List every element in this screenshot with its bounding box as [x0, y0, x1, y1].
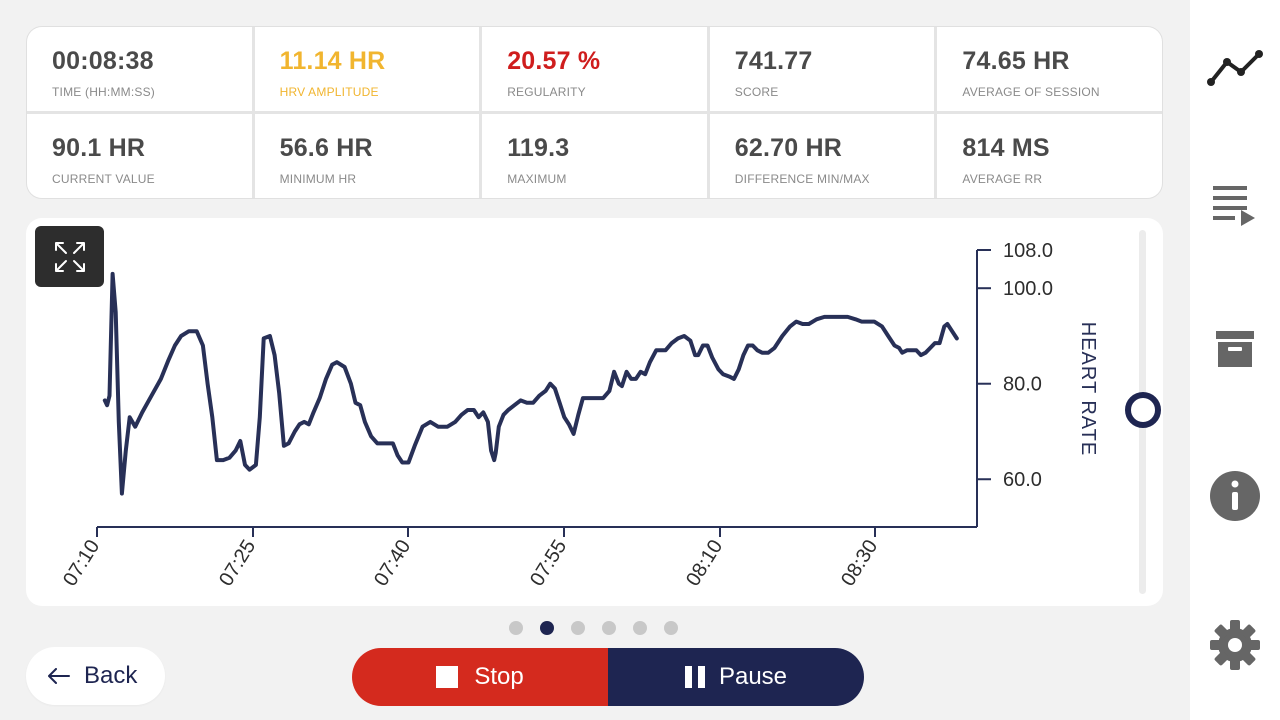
stat-value: 814 MS — [962, 134, 1050, 162]
expand-icon — [54, 241, 85, 272]
archive-icon[interactable] — [1190, 330, 1280, 368]
session-controls: Stop Pause — [352, 648, 864, 706]
stat-average-session: 74.65 HR AVERAGE OF SESSION — [937, 27, 1162, 111]
stat-value: 74.65 HR — [962, 47, 1070, 75]
stat-label: DIFFERENCE MIN/MAX — [734, 172, 870, 186]
line-chart-icon[interactable] — [1190, 48, 1280, 88]
stat-value: 741.77 — [734, 47, 813, 75]
y-tick-label: 100.0 — [1003, 278, 1053, 300]
page-dot[interactable] — [633, 621, 647, 635]
pause-label: Pause — [718, 663, 788, 690]
page-dot[interactable] — [602, 621, 616, 635]
y-tick-label: 60.0 — [1003, 469, 1042, 491]
stat-regularity: 20.57 % REGULARITY — [482, 27, 707, 111]
x-tick-label: 07:10 — [59, 536, 104, 590]
x-tick-label: 08:30 — [837, 536, 882, 590]
stat-label: HRV AMPLITUDE — [279, 85, 379, 99]
page-dot[interactable] — [571, 621, 585, 635]
settings-gear-icon[interactable] — [1190, 618, 1280, 672]
x-tick-label: 08:10 — [682, 536, 727, 590]
stat-value: 119.3 — [507, 134, 570, 162]
stat-value: 56.6 HR — [279, 134, 373, 162]
stat-hrv-amplitude: 11.14 HR HRV AMPLITUDE — [254, 27, 480, 111]
stat-score: 741.77 SCORE — [709, 27, 935, 111]
page-dot[interactable] — [540, 621, 554, 635]
arrow-left-icon — [48, 668, 70, 684]
right-sidebar — [1190, 0, 1280, 720]
stat-maximum: 119.3 MAXIMUM — [482, 114, 707, 198]
x-tick-label: 07:40 — [370, 536, 415, 590]
stat-value: 11.14 HR — [279, 47, 386, 75]
stat-label: REGULARITY — [507, 85, 586, 99]
stop-icon — [436, 666, 459, 688]
stat-current-value: 90.1 HR CURRENT VALUE — [27, 114, 252, 198]
stat-value: 90.1 HR — [52, 134, 146, 162]
y-axis-label: HEART RATE — [1077, 322, 1099, 456]
info-icon[interactable] — [1190, 470, 1280, 522]
stat-time: 00:08:38 TIME (HH:MM:SS) — [27, 27, 252, 111]
stat-label: CURRENT VALUE — [52, 172, 155, 186]
zoom-slider-handle[interactable] — [1125, 392, 1161, 428]
back-label: Back — [84, 662, 138, 689]
stats-panel: 00:08:38 TIME (HH:MM:SS) 11.14 HR HRV AM… — [26, 26, 1163, 199]
stat-label: AVERAGE RR — [962, 172, 1043, 186]
y-tick-label: 108.0 — [1003, 240, 1053, 262]
stat-label: TIME (HH:MM:SS) — [52, 85, 155, 99]
back-button[interactable]: Back — [26, 647, 165, 705]
stat-value: 00:08:38 — [52, 47, 154, 75]
stat-label: SCORE — [734, 85, 779, 99]
stat-minimum-hr: 56.6 HR MINIMUM HR — [254, 114, 480, 198]
stat-value: 62.70 HR — [734, 134, 843, 162]
stat-average-rr: 814 MS AVERAGE RR — [937, 114, 1162, 198]
playlist-icon[interactable] — [1190, 184, 1280, 230]
pause-button[interactable]: Pause — [608, 648, 864, 706]
pause-icon — [684, 666, 705, 688]
stat-value: 20.57 % — [507, 47, 601, 75]
x-tick-label: 07:55 — [526, 536, 571, 590]
stop-button[interactable]: Stop — [352, 648, 608, 706]
stop-label: Stop — [474, 663, 524, 690]
x-tick-label: 07:25 — [215, 536, 260, 590]
expand-button[interactable] — [35, 226, 104, 287]
stat-difference: 62.70 HR DIFFERENCE MIN/MAX — [709, 114, 935, 198]
stat-label: MINIMUM HR — [279, 172, 357, 186]
y-tick-label: 80.0 — [1003, 374, 1042, 396]
heart-rate-line — [102, 271, 959, 496]
page-dot[interactable] — [509, 621, 523, 635]
stat-label: AVERAGE OF SESSION — [962, 85, 1100, 99]
page-dot[interactable] — [664, 621, 678, 635]
heart-rate-chart: 07:10 07:25 07:40 07:55 08:10 08:30 108.0 100.0… — [59, 240, 1099, 590]
stat-label: MAXIMUM — [507, 172, 567, 186]
page-indicator — [509, 621, 678, 635]
heart-rate-chart-card: 07:10 07:25 07:40 07:55 08:10 08:30 108.0 100.0… — [26, 218, 1163, 606]
